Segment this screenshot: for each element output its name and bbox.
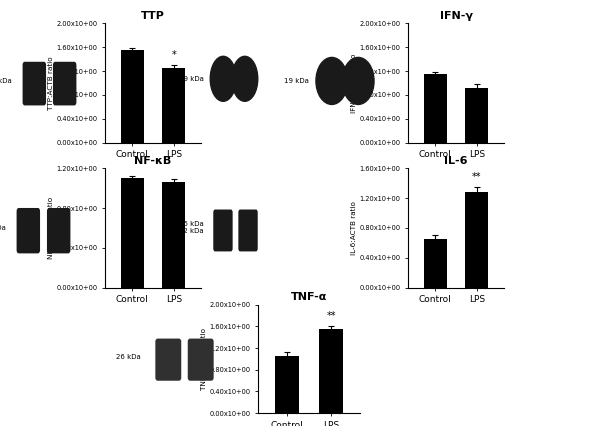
Circle shape <box>232 56 258 101</box>
Title: TTP: TTP <box>141 11 165 21</box>
Bar <box>275 356 299 413</box>
Circle shape <box>343 58 374 104</box>
Title: NF-κB: NF-κB <box>134 156 172 166</box>
FancyBboxPatch shape <box>188 339 214 381</box>
FancyBboxPatch shape <box>17 208 40 253</box>
Bar <box>466 88 488 143</box>
Title: IL-6: IL-6 <box>444 156 468 166</box>
Circle shape <box>316 58 347 104</box>
Bar <box>121 50 143 143</box>
Bar <box>121 178 143 288</box>
Text: 26 kDa: 26 kDa <box>116 354 141 360</box>
FancyBboxPatch shape <box>47 208 70 253</box>
Text: 36 kDa: 36 kDa <box>0 225 6 231</box>
Circle shape <box>210 56 236 101</box>
Text: *: * <box>172 50 176 60</box>
Title: IFN-γ: IFN-γ <box>440 11 473 21</box>
Text: 32 kDa: 32 kDa <box>0 78 12 84</box>
Bar <box>466 192 488 288</box>
Y-axis label: TTP:ACTB ratio: TTP:ACTB ratio <box>48 56 54 110</box>
Text: **: ** <box>326 311 336 322</box>
Bar <box>163 182 185 288</box>
Y-axis label: IL-6:ACTB ratio: IL-6:ACTB ratio <box>351 201 357 255</box>
FancyBboxPatch shape <box>155 339 181 381</box>
Text: 19 kDa: 19 kDa <box>179 76 204 82</box>
Y-axis label: IFN-γ:ACTB ratio: IFN-γ:ACTB ratio <box>351 53 357 113</box>
FancyBboxPatch shape <box>238 210 258 251</box>
Bar <box>424 239 446 288</box>
Text: 19 kDa: 19 kDa <box>284 78 309 84</box>
Text: **: ** <box>472 172 482 182</box>
Title: TNF-α: TNF-α <box>291 292 327 302</box>
Bar <box>319 329 343 413</box>
Bar <box>163 68 185 143</box>
Text: 26 kDa
22 kDa: 26 kDa 22 kDa <box>179 222 204 234</box>
FancyBboxPatch shape <box>213 210 233 251</box>
FancyBboxPatch shape <box>53 62 76 105</box>
Y-axis label: TNF-α:ACTB ratio: TNF-α:ACTB ratio <box>201 328 207 390</box>
Bar <box>424 74 446 143</box>
FancyBboxPatch shape <box>23 62 46 105</box>
Y-axis label: NF-κB:ACTB ratio: NF-κB:ACTB ratio <box>48 197 54 259</box>
